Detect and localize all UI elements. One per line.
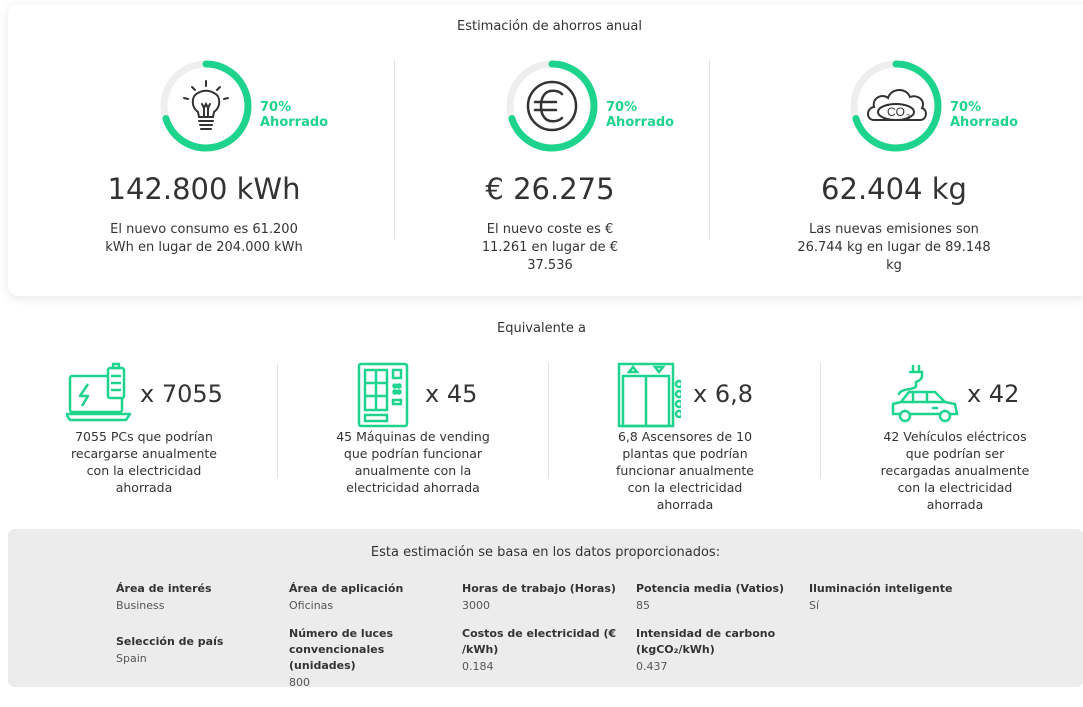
metric-cost: 70% Ahorrado € 26.275 El nuevo coste es €… (400, 58, 700, 288)
pcs-description: 7055 PCs que podrían recargarse anualmen… (71, 429, 217, 495)
field-potencia-media: Potencia media (Vatios) 85 (636, 582, 785, 612)
cost-saved-value: € 26.275 (485, 172, 615, 206)
equivalents-title: Equivalente a (496, 321, 587, 336)
laptop-battery-icon (66, 362, 132, 422)
vending-machine-icon (357, 362, 409, 428)
vending-description: 45 Máquinas de vending que podrían funci… (336, 429, 490, 495)
field-iluminacion-inteligente: Iluminación inteligente Sí (809, 582, 953, 612)
energy-saved-value: 142.800 kWh (107, 172, 301, 206)
cars-description: 42 Vehículos eléctricos que podrían ser … (880, 429, 1030, 512)
svg-text:CO: CO (887, 105, 905, 119)
cars-multiplier: x 42 (967, 380, 1020, 408)
saved-percent: 70% Ahorrado (260, 100, 329, 130)
co2-cloud-icon (867, 89, 927, 121)
cost-description: El nuevo coste es € 11.261 en lugar de €… (481, 222, 619, 273)
emissions-saved-value: 62.404 kg (821, 172, 967, 206)
lightbulb-icon (183, 80, 229, 130)
pcs-multiplier: x 7055 (140, 380, 223, 408)
savings-card: Estimación de ahorros anual 70% Ahorrado … (8, 4, 1083, 296)
inputs-card: Esta estimación se basa en los datos pro… (8, 529, 1083, 689)
inputs-title: Esta estimación se basa en los datos pro… (370, 545, 721, 560)
divider (394, 59, 395, 239)
cost-gauge (506, 60, 598, 152)
divider (277, 363, 278, 478)
elevators-multiplier: x 6,8 (693, 380, 753, 408)
savings-title: Estimación de ahorros anual (456, 19, 642, 34)
elevator-icon (617, 362, 681, 428)
equivalent-pcs: x 7055 7055 PCs que podrían recargarse a… (24, 360, 264, 520)
emissions-description: Las nuevas emisiones son 26.744 kg en lu… (797, 222, 991, 273)
field-numero-luces: Número de luces convencionales (unidades… (289, 627, 394, 689)
saved-percent: 70% Ahorrado (606, 100, 675, 130)
field-horas-trabajo: Horas de trabajo (Horas) 3000 (462, 582, 616, 612)
vending-multiplier: x 45 (425, 380, 478, 408)
electric-car-icon (891, 364, 959, 423)
divider (820, 363, 821, 478)
metric-emissions: CO 2 70% Ahorrado 62.404 kg Las nuevas em… (744, 58, 1044, 288)
equivalent-vending: x 45 45 Máquinas de vending que podrían … (293, 360, 533, 520)
field-costos-electricidad: Costos de electricidad (€ /kWh) 0.184 (462, 627, 617, 673)
field-area-interes: Área de interés Business (116, 582, 212, 612)
field-intensidad-carbono: Intensidad de carbono (kgCO₂/kWh) 0.437 (636, 627, 776, 673)
saved-percent: 70% Ahorrado (950, 100, 1019, 130)
equivalent-cars: x 42 42 Vehículos eléctricos que podrían… (835, 360, 1075, 520)
svg-text:2: 2 (906, 114, 910, 121)
divider (709, 59, 710, 239)
field-area-aplicacion: Área de aplicación Oficinas (289, 582, 404, 612)
divider (548, 363, 549, 478)
energy-gauge (160, 60, 252, 152)
elevators-description: 6,8 Ascensores de 10 plantas que podrían… (616, 429, 754, 512)
energy-description: El nuevo consumo es 61.200 kWh en lugar … (105, 222, 303, 255)
field-seleccion-pais: Selección de país Spain (116, 635, 224, 665)
euro-icon (526, 80, 578, 132)
metric-energy: 70% Ahorrado 142.800 kWh El nuevo consumo… (54, 58, 354, 288)
emissions-gauge: CO 2 (850, 60, 942, 152)
equivalent-elevators: x 6,8 6,8 Ascensores de 10 plantas que p… (565, 360, 805, 520)
